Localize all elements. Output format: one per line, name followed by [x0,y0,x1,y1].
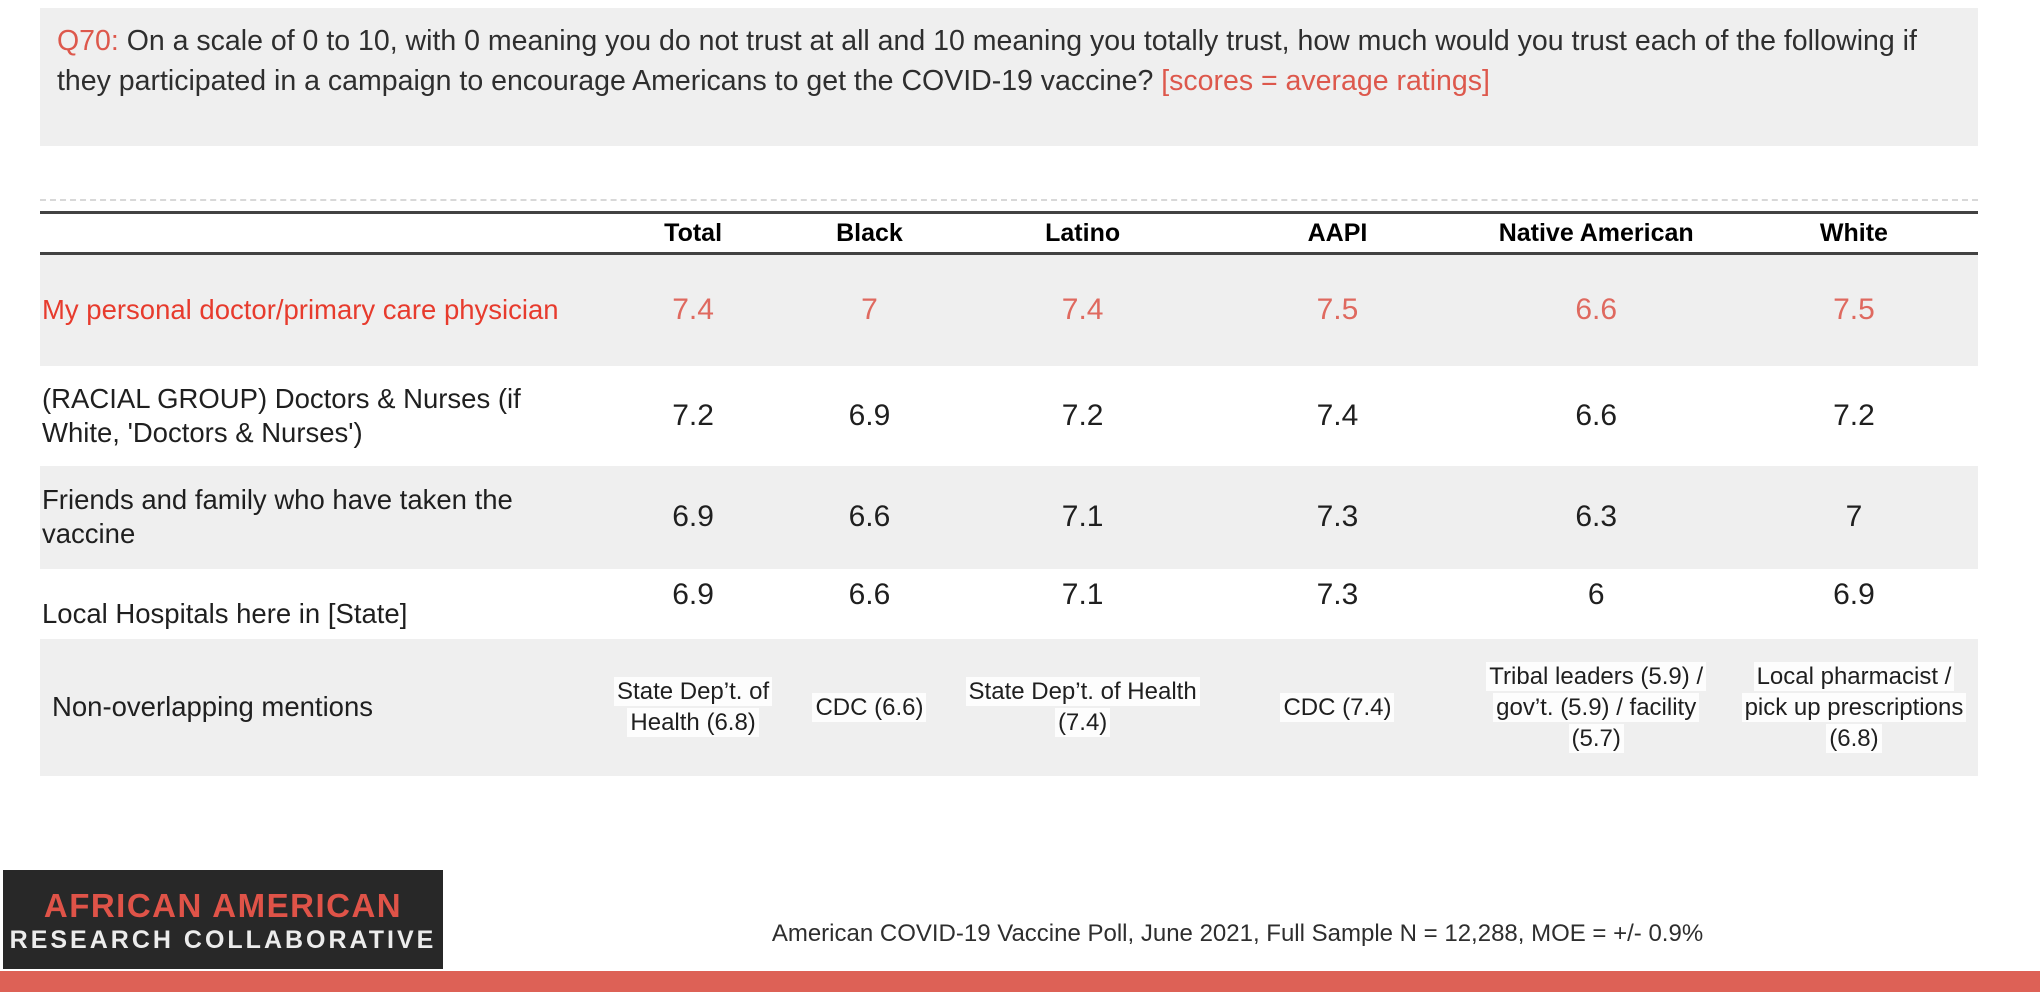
score-cell: 7.4 [1061,293,1104,327]
row-label: (RACIAL GROUP) Doctors & Nurses (if Whit… [42,382,521,448]
column-header-white: White [1819,218,1888,247]
mention-cell: State Dep’t. of Health (6.8) [600,639,786,776]
table-row-personal-doctor: My personal doctor/primary care physicia… [40,253,1978,366]
divider-dashed-line [40,199,1978,201]
row-label: Local Hospitals here in [State] [42,597,408,629]
trust-scores-table: Total Black Latino AAPI Native American … [40,211,1978,776]
mention-text: Local pharmacist / pick up prescriptions… [1741,661,1967,753]
score-cell: 7 [861,293,878,327]
question-text: On a scale of 0 to 10, with 0 meaning yo… [57,25,1917,97]
score-cell: 6.9 [1833,577,1875,611]
mention-cell: CDC (7.4) [1212,639,1462,776]
mention-text: State Dep’t. of Health (6.8) [614,677,773,737]
score-cell: 6.9 [848,398,891,432]
score-cell: 7.4 [672,293,714,327]
score-cell: 7.1 [1061,500,1104,533]
column-header-empty [40,213,600,254]
row-label: My personal doctor/primary care physicia… [42,294,559,326]
question-suffix: [scores = average ratings] [1161,65,1490,97]
mention-cell: Tribal leaders (5.9) / gov’t. (5.9) / fa… [1462,639,1729,776]
table-row-non-overlapping-mentions: Non-overlapping mentions State Dep’t. of… [40,638,1978,776]
column-header-native-american: Native American [1498,218,1694,247]
score-cell: 7.3 [1316,577,1359,611]
mention-text: CDC (6.6) [812,692,927,722]
aarc-logo: AFRICAN AMERICAN RESEARCH COLLABORATIVE [3,870,443,969]
logo-subtitle: RESEARCH COLLABORATIVE [9,926,437,954]
score-cell: 6.9 [672,500,714,533]
score-cell: 7.3 [1316,500,1359,533]
score-cell: 7.4 [1316,398,1359,432]
row-label: Non-overlapping mentions [52,691,374,722]
score-cell: 7.2 [672,398,714,432]
table-header-row: Total Black Latino AAPI Native American … [40,212,1978,254]
column-header-aapi: AAPI [1307,218,1368,247]
score-cell: 6.9 [672,577,714,611]
logo-title: AFRICAN AMERICAN [43,887,403,924]
mention-cell: CDC (6.6) [786,639,953,776]
table-row-local-hospitals: Local Hospitals here in [State] 6.9 6.6 … [40,568,1978,639]
mention-cell: State Dep’t. of Health (7.4) [953,639,1213,776]
question-banner: Q70: On a scale of 0 to 10, with 0 meani… [40,8,1978,146]
score-cell: 7.2 [1061,398,1104,432]
score-cell: 7.1 [1061,577,1104,611]
score-cell: 7.2 [1833,398,1875,432]
row-label: Friends and family who have taken the va… [42,484,513,549]
score-cell: 6 [1587,577,1605,611]
score-cell: 6.6 [1575,398,1618,432]
mention-cell: Local pharmacist / pick up prescriptions… [1730,639,1978,776]
column-header-latino: Latino [1045,218,1121,247]
bottom-accent-bar [0,971,2040,992]
mention-text: CDC (7.4) [1280,692,1395,722]
mention-text: Tribal leaders (5.9) / gov’t. (5.9) / fa… [1486,661,1707,753]
score-cell: 6.6 [1575,293,1618,327]
table-row-racial-group-doctors: (RACIAL GROUP) Doctors & Nurses (if Whit… [40,365,1978,466]
score-cell: 7.5 [1833,293,1875,327]
score-cell: 6.6 [848,500,891,533]
table-row-friends-family: Friends and family who have taken the va… [40,465,1978,569]
score-cell: 7 [1845,500,1863,533]
mention-text: State Dep’t. of Health (7.4) [965,677,1200,737]
source-citation: American COVID-19 Vaccine Poll, June 202… [771,920,1704,947]
column-header-total: Total [664,218,723,247]
score-cell: 6.3 [1575,500,1618,533]
question-id: Q70: [57,25,119,57]
score-cell: 6.6 [848,577,891,611]
column-header-black: Black [836,218,903,247]
score-cell: 7.5 [1316,293,1359,327]
